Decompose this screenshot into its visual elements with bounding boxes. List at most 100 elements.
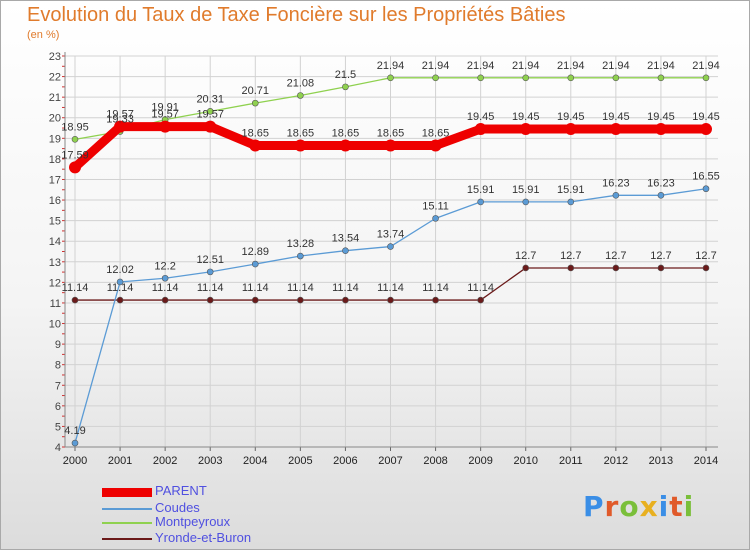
data-point-yronde-et-buron — [251, 296, 259, 304]
data-point-montpeyroux — [71, 136, 79, 143]
data-point-yronde-et-buron — [657, 264, 665, 272]
x-tick-label: 2001 — [108, 455, 132, 467]
data-label-coudes: 13.28 — [287, 238, 315, 250]
data-label-parent: 19.57 — [196, 109, 224, 121]
data-label-parent: 17.59 — [61, 149, 89, 161]
brand-logo-letter: P — [583, 490, 605, 523]
chart-title: Evolution du Taux de Taxe Foncière sur l… — [27, 4, 566, 26]
data-point-coudes — [71, 439, 79, 447]
x-tick-label: 2012 — [604, 455, 628, 467]
legend-label: PARENT — [155, 483, 207, 498]
y-axis-unit-label: (en %) — [27, 29, 60, 41]
x-tick-label: 2002 — [153, 455, 177, 467]
data-label-yronde-et-buron: 11.14 — [422, 282, 449, 294]
data-label-parent: 18.65 — [377, 128, 405, 140]
data-label-montpeyroux: 21.94 — [512, 60, 540, 72]
y-tick-label: 23 — [49, 51, 61, 63]
data-point-yronde-et-buron — [387, 296, 394, 304]
data-label-coudes: 12.02 — [106, 264, 134, 276]
data-label-parent: 19.45 — [602, 111, 630, 123]
brand-logo: Proxiti — [583, 490, 694, 523]
grid-lines — [65, 55, 718, 448]
y-tick-label: 9 — [55, 339, 61, 351]
y-tick-label: 13 — [49, 257, 61, 269]
data-label-montpeyroux: 21.5 — [335, 69, 356, 81]
x-tick-label: 2011 — [559, 455, 583, 467]
data-label-parent: 19.45 — [512, 111, 540, 123]
data-point-yronde-et-buron — [116, 296, 124, 304]
y-tick-label: 14 — [49, 236, 61, 248]
x-tick-label: 2014 — [694, 455, 718, 467]
data-point-yronde-et-buron — [297, 296, 304, 304]
x-tick-label: 2008 — [423, 455, 447, 467]
data-point-montpeyroux — [297, 92, 304, 99]
data-label-yronde-et-buron: 12.7 — [515, 250, 536, 262]
legend-label: Coudes — [155, 500, 200, 515]
data-label-coudes: 4.19 — [64, 425, 85, 437]
brand-logo-letter: o — [619, 490, 640, 523]
data-point-montpeyroux — [522, 74, 530, 82]
data-label-parent: 18.65 — [287, 128, 315, 140]
y-tick-label: 16 — [49, 195, 61, 207]
data-label-yronde-et-buron: 11.14 — [197, 282, 224, 294]
data-point-parent — [204, 120, 217, 133]
y-tick-label: 19 — [49, 133, 61, 145]
x-tick-label: 2005 — [288, 455, 312, 467]
data-label-montpeyroux: 21.94 — [692, 60, 720, 72]
data-point-montpeyroux — [342, 83, 349, 91]
data-point-coudes — [116, 278, 124, 286]
axes: 4 5 6 7 8 9 10 11 12 13 14 15 16 17 18 19 20 21 22 23 2000 20… — [49, 51, 718, 467]
y-tick-label: 4 — [55, 442, 61, 454]
data-point-yronde-et-buron — [567, 264, 575, 272]
data-point-parent — [519, 123, 532, 136]
legend-label: Yronde-et-Buron — [155, 530, 252, 545]
data-point-montpeyroux — [612, 74, 620, 82]
data-label-yronde-et-buron: 12.7 — [605, 250, 626, 262]
data-point-parent — [564, 123, 577, 136]
data-point-parent — [249, 139, 262, 152]
data-label-parent: 18.65 — [242, 128, 270, 140]
data-label-parent: 19.45 — [692, 111, 720, 123]
y-tick-label: 8 — [55, 360, 61, 372]
y-tick-label: 10 — [49, 319, 61, 331]
data-label-coudes: 13.74 — [377, 229, 405, 241]
data-point-coudes — [206, 268, 214, 276]
data-label-coudes: 13.54 — [332, 233, 360, 245]
data-label-montpeyroux: 19.91 — [151, 102, 179, 114]
data-point-coudes — [342, 247, 349, 254]
y-tick-label: 6 — [55, 401, 61, 413]
data-point-parent — [429, 139, 442, 152]
x-tick-label: 2007 — [378, 455, 402, 467]
data-label-montpeyroux: 21.94 — [557, 60, 585, 72]
x-tick-label: 2003 — [198, 455, 222, 467]
data-point-coudes — [612, 192, 620, 199]
data-label-coudes: 15.91 — [512, 184, 540, 196]
brand-logo-letter: r — [604, 490, 620, 523]
data-label-coudes: 16.23 — [602, 177, 630, 189]
data-point-coudes — [432, 215, 439, 222]
data-label-yronde-et-buron: 11.14 — [287, 282, 314, 294]
data-label-parent: 19.45 — [467, 111, 495, 123]
data-label-coudes: 15.11 — [422, 200, 449, 212]
data-point-parent — [159, 120, 172, 133]
data-label-yronde-et-buron: 12.7 — [560, 250, 581, 262]
data-point-coudes — [702, 185, 710, 193]
data-label-yronde-et-buron: 12.7 — [695, 250, 716, 262]
data-label-coudes: 16.23 — [647, 177, 675, 189]
data-point-parent — [384, 139, 397, 152]
data-label-yronde-et-buron: 11.14 — [242, 282, 269, 294]
data-point-coudes — [251, 260, 259, 268]
data-point-coudes — [387, 243, 394, 250]
data-point-montpeyroux — [387, 74, 394, 82]
data-label-yronde-et-buron: 11.14 — [62, 282, 89, 294]
data-label-montpeyroux: 21.94 — [602, 60, 630, 72]
legend-label: Montpeyroux — [155, 514, 231, 529]
data-label-yronde-et-buron: 11.14 — [107, 282, 134, 294]
data-label-parent: 19.45 — [647, 111, 675, 123]
data-label-parent: 18.65 — [332, 128, 360, 140]
data-point-yronde-et-buron — [432, 296, 439, 304]
x-tick-label: 2000 — [63, 455, 87, 467]
data-point-parent — [609, 123, 622, 136]
data-point-coudes — [477, 198, 484, 206]
